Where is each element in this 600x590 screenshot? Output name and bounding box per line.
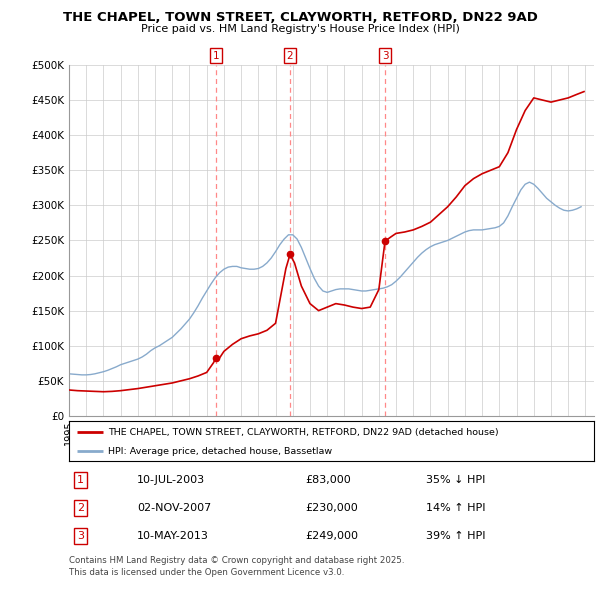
Text: 02-NOV-2007: 02-NOV-2007	[137, 503, 212, 513]
Text: 2: 2	[287, 51, 293, 61]
Text: £249,000: £249,000	[305, 531, 358, 541]
Text: 2: 2	[77, 503, 84, 513]
Text: £83,000: £83,000	[305, 475, 351, 485]
Text: 3: 3	[77, 531, 84, 541]
Text: THE CHAPEL, TOWN STREET, CLAYWORTH, RETFORD, DN22 9AD (detached house): THE CHAPEL, TOWN STREET, CLAYWORTH, RETF…	[109, 428, 499, 437]
Text: 39% ↑ HPI: 39% ↑ HPI	[426, 531, 485, 541]
Text: 3: 3	[382, 51, 388, 61]
Text: 1: 1	[212, 51, 219, 61]
Text: £230,000: £230,000	[305, 503, 358, 513]
Text: Contains HM Land Registry data © Crown copyright and database right 2025.
This d: Contains HM Land Registry data © Crown c…	[69, 556, 404, 576]
Text: 35% ↓ HPI: 35% ↓ HPI	[426, 475, 485, 485]
Text: 14% ↑ HPI: 14% ↑ HPI	[426, 503, 485, 513]
Text: HPI: Average price, detached house, Bassetlaw: HPI: Average price, detached house, Bass…	[109, 447, 332, 456]
Text: 1: 1	[77, 475, 84, 485]
Text: Price paid vs. HM Land Registry's House Price Index (HPI): Price paid vs. HM Land Registry's House …	[140, 24, 460, 34]
Text: 10-MAY-2013: 10-MAY-2013	[137, 531, 209, 541]
Text: THE CHAPEL, TOWN STREET, CLAYWORTH, RETFORD, DN22 9AD: THE CHAPEL, TOWN STREET, CLAYWORTH, RETF…	[62, 11, 538, 24]
Text: 10-JUL-2003: 10-JUL-2003	[137, 475, 205, 485]
